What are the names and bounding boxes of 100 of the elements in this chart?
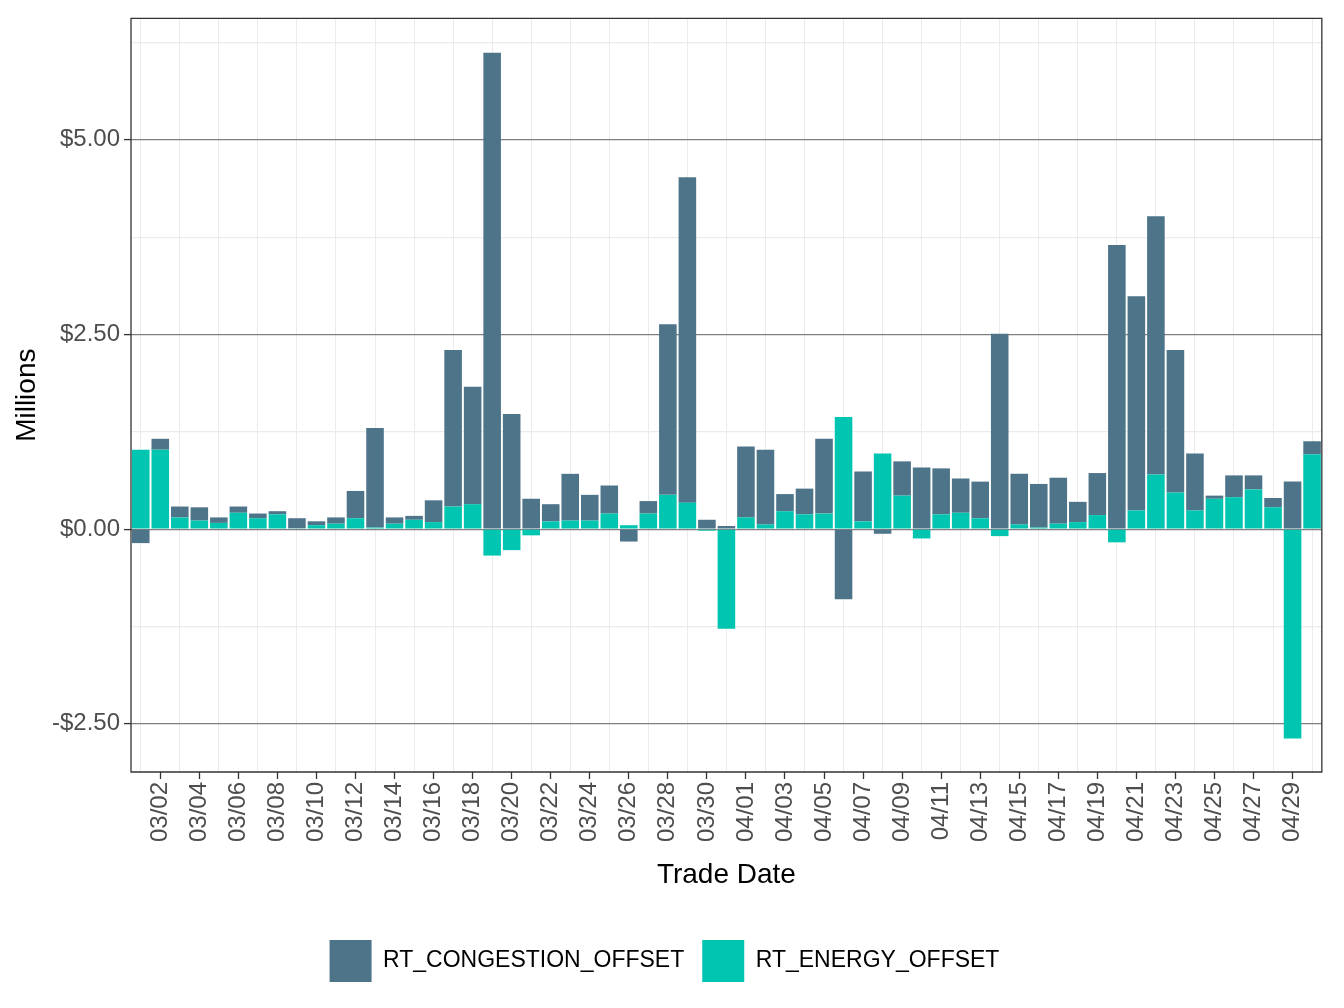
bar [795, 514, 814, 529]
bar [1283, 529, 1302, 739]
x-tick-label: 03/28 [652, 782, 680, 843]
bar [346, 490, 365, 519]
bar [659, 324, 677, 495]
bar [502, 529, 521, 551]
bar [229, 506, 248, 513]
x-tick-label: 03/12 [340, 782, 368, 843]
bar [698, 519, 716, 529]
bar [1049, 523, 1068, 529]
bar [1166, 350, 1185, 493]
bar [268, 514, 287, 529]
bar [1225, 497, 1243, 529]
bar [327, 523, 345, 529]
bar [1127, 510, 1146, 529]
bar [776, 494, 794, 512]
bar [483, 52, 501, 529]
x-tick-label: 04/05 [808, 782, 836, 843]
bar [1049, 477, 1068, 524]
y-tick-label: $5.00 [59, 124, 120, 152]
bar [327, 517, 345, 524]
bar [131, 529, 150, 544]
bar [463, 386, 482, 505]
bar [893, 461, 911, 496]
bar [1186, 510, 1204, 529]
bar [854, 471, 872, 522]
bar [1303, 454, 1321, 529]
bar [971, 518, 989, 529]
bar [210, 517, 228, 523]
bar [971, 481, 989, 519]
x-tick-label: 04/09 [886, 782, 914, 843]
bar [1264, 507, 1282, 529]
x-tick-label: 03/08 [262, 782, 290, 843]
bar [405, 519, 423, 529]
bar [1088, 473, 1107, 516]
x-tick-label: 04/07 [847, 782, 875, 843]
bar [717, 529, 736, 629]
bar [932, 468, 950, 515]
bar [483, 529, 501, 556]
bar [834, 529, 853, 600]
bar [756, 524, 775, 529]
y-tick-label: -$2.50 [51, 708, 120, 736]
bar [873, 453, 892, 529]
bar [151, 438, 170, 450]
bar [1069, 501, 1087, 523]
bar [1088, 515, 1107, 529]
bar [600, 513, 619, 529]
bar [1186, 453, 1204, 511]
bar [307, 521, 326, 526]
bar [600, 485, 619, 514]
x-tick-label: 03/02 [144, 782, 172, 843]
bar [1205, 495, 1224, 499]
bar [1108, 529, 1126, 543]
bar [1108, 244, 1126, 529]
x-axis-title: Trade Date [656, 857, 796, 889]
bar [932, 514, 950, 529]
x-tick-label: 03/06 [223, 782, 250, 843]
bar [893, 495, 911, 529]
bar [1244, 475, 1263, 490]
bar [171, 517, 189, 529]
bar [522, 498, 540, 529]
bar [190, 520, 209, 529]
bar [1010, 524, 1029, 529]
bar [815, 513, 833, 529]
bar [502, 413, 521, 529]
x-tick-label: 03/20 [496, 782, 524, 843]
bar [776, 511, 794, 529]
bar [444, 350, 462, 507]
bar [1225, 475, 1243, 498]
bar [288, 518, 306, 529]
bar [346, 518, 365, 529]
bar [190, 507, 209, 521]
bar [639, 513, 658, 529]
bar [580, 520, 599, 529]
bar [210, 522, 228, 529]
bar [1147, 216, 1165, 475]
legend-label: RT_CONGESTION_OFFSET [383, 946, 685, 973]
x-tick-label: 04/29 [1277, 782, 1305, 843]
bar [580, 494, 599, 521]
bar [912, 467, 931, 529]
bar [737, 517, 755, 529]
bar [678, 502, 697, 529]
x-tick-label: 04/25 [1199, 782, 1227, 843]
bar [717, 525, 736, 529]
bar [229, 512, 248, 529]
x-tick-label: 03/16 [418, 782, 446, 843]
bar [424, 522, 443, 529]
x-tick-label: 03/22 [535, 782, 563, 843]
bar [366, 427, 384, 528]
legend-label: RT_ENERGY_OFFSET [755, 946, 1000, 973]
x-tick-label: 03/04 [183, 782, 211, 843]
bar [990, 529, 1009, 537]
bar [522, 529, 540, 536]
bar [1205, 498, 1224, 529]
bar [620, 529, 638, 542]
bar [1264, 497, 1282, 508]
bar [1244, 489, 1263, 529]
bar [405, 515, 423, 520]
x-tick-label: 03/30 [691, 782, 719, 843]
x-tick-label: 03/14 [379, 782, 407, 843]
